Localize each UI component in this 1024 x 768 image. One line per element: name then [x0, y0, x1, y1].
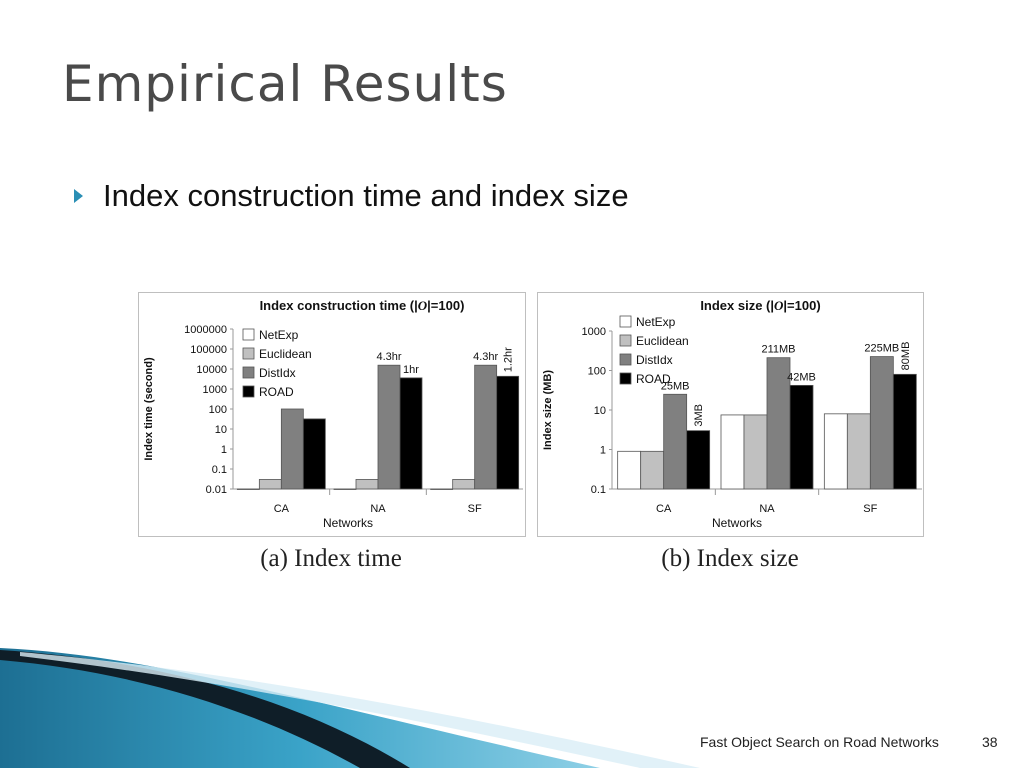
legend-label-euclidean: Euclidean: [636, 334, 689, 348]
y-tick-label: 1: [600, 445, 606, 457]
bullet-text: Index construction time and index size: [103, 178, 629, 213]
y-tick-label: 0.1: [591, 484, 606, 496]
y-tick-label: 1: [221, 444, 227, 456]
legend-label-distidx: DistIdx: [636, 353, 673, 367]
y-tick-label: 10000: [196, 364, 227, 376]
chart-title: Index size (|O|=100): [700, 298, 820, 313]
y-axis-label: Index time (second): [143, 357, 155, 461]
caption-index-time: (a) Index time: [260, 545, 402, 572]
bar-euclidean-ca: [258, 479, 282, 490]
annotation-label: 80MB: [900, 342, 912, 371]
bar-netexp-na: [333, 488, 357, 490]
legend-label-euclidean: Euclidean: [259, 347, 312, 361]
annotation-label: 211MB: [761, 344, 795, 356]
bar-distidx-sf: [869, 356, 894, 490]
x-tick-label: SF: [468, 503, 482, 515]
bar-netexp-ca: [617, 450, 642, 490]
legend-swatch-netexp: [619, 315, 632, 328]
annotation-label: 3MB: [693, 404, 705, 427]
bar-distidx-sf: [474, 364, 498, 490]
legend-swatch-euclidean: [242, 347, 255, 360]
bar-euclidean-sf: [846, 413, 871, 490]
index-size-chart-svg: Index size (|O|=100) 0.1 1 10 100 1000 Index s…: [542, 298, 922, 530]
legend-swatch-road: [619, 372, 632, 385]
annotation-label: 4.3hr: [376, 351, 401, 363]
y-tick-label: 100: [209, 404, 227, 416]
bar-road-na: [399, 377, 423, 490]
y-tick-label: 10: [215, 424, 227, 436]
y-axis-label: Index size (MB): [542, 370, 554, 450]
legend-swatch-road: [242, 385, 255, 398]
slide-title: Empirical Results: [62, 55, 508, 113]
legend-swatch-netexp: [242, 328, 255, 341]
y-tick-label: 10: [594, 405, 606, 417]
bar-road-ca: [302, 418, 326, 490]
x-axis-label: Networks: [323, 516, 373, 530]
bullet-item: Index construction time and index size: [74, 178, 629, 214]
bar-road-sf: [892, 373, 917, 490]
annotation-label: 225MB: [864, 343, 899, 355]
bar-euclidean-na: [743, 414, 768, 490]
triangle-bullet-icon: [74, 189, 83, 203]
legend-label-road: ROAD: [259, 385, 294, 399]
bar-distidx-ca: [663, 393, 688, 490]
bar-distidx-ca: [280, 408, 304, 490]
y-tick-label: 100000: [190, 344, 227, 356]
annotation-label: 1hr: [403, 364, 419, 376]
legend-swatch-distidx: [242, 366, 255, 379]
y-tick-label: 0.01: [206, 484, 227, 496]
annotation-label: 4.3hr: [473, 351, 498, 363]
bar-netexp-ca: [236, 488, 260, 490]
bar-distidx-na: [377, 364, 401, 490]
bar-euclidean-sf: [452, 479, 476, 490]
x-axis-label: Networks: [712, 516, 762, 530]
y-tick-label: 1000000: [184, 324, 227, 336]
legend-swatch-distidx: [619, 353, 632, 366]
page-number: 38: [982, 734, 998, 750]
legend-label-netexp: NetExp: [636, 315, 676, 329]
y-tick-label: 1000: [582, 326, 606, 338]
y-tick-label: 1000: [203, 384, 227, 396]
bar-road-na: [789, 384, 814, 490]
x-tick-label: SF: [863, 503, 877, 515]
caption-index-size: (b) Index size: [661, 545, 799, 572]
legend-label-netexp: NetExp: [259, 328, 299, 342]
bar-road-ca: [686, 430, 711, 490]
chart-title: Index construction time (|O|=100): [260, 298, 465, 313]
index-time-chart: Index construction time (|O|=100) 0.01 0.1…: [138, 292, 526, 537]
legend-label-distidx: DistIdx: [259, 366, 296, 380]
x-tick-label: CA: [274, 503, 290, 515]
bar-euclidean-na: [355, 479, 379, 490]
y-tick-label: 100: [588, 366, 606, 378]
y-tick-label: 0.1: [212, 464, 227, 476]
x-tick-label: CA: [656, 503, 672, 515]
legend-swatch-euclidean: [619, 334, 632, 347]
bar-netexp-sf: [430, 488, 454, 490]
bar-netexp-na: [720, 414, 745, 490]
annotation-label: 1.2hr: [503, 347, 515, 372]
bar-road-sf: [496, 375, 520, 490]
legend-label-road: ROAD: [636, 372, 671, 386]
index-time-chart-svg: Index construction time (|O|=100) 0.01 0.1…: [143, 298, 523, 530]
footer-text: Fast Object Search on Road Networks: [700, 734, 939, 750]
annotation-label: 25MB: [661, 380, 690, 392]
annotation-label: 42MB: [787, 371, 816, 383]
x-tick-label: NA: [759, 503, 775, 515]
index-size-chart: Index size (|O|=100) 0.1 1 10 100 1000 Index s…: [537, 292, 924, 537]
bar-netexp-sf: [823, 413, 848, 490]
bar-euclidean-ca: [640, 450, 665, 490]
x-tick-label: NA: [370, 503, 386, 515]
